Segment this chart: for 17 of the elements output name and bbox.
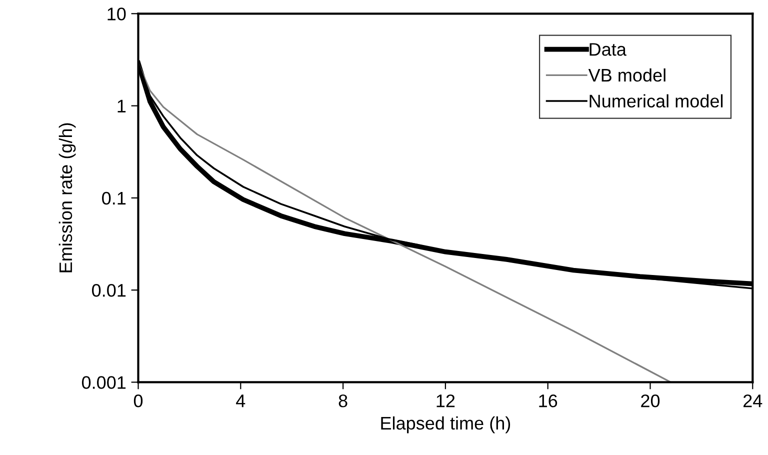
y-tick-label: 0.1 <box>102 192 126 205</box>
legend-label: Data <box>590 43 626 56</box>
x-tick-label: 8 <box>338 394 348 408</box>
x-tick-label: 4 <box>236 394 246 408</box>
x-tick-label: 12 <box>436 394 455 408</box>
x-tick-label: 24 <box>744 394 762 408</box>
y-axis-title: Emission rate (g/h) <box>58 123 76 272</box>
y-tick-label: 0.01 <box>92 284 126 297</box>
x-axis-title: Elapsed time (h) <box>381 416 510 434</box>
y-tick-label: 10 <box>108 8 126 20</box>
x-tick-label: 20 <box>641 394 660 408</box>
legend-label: Numerical model <box>590 94 723 108</box>
legend-label: VB model <box>588 68 666 82</box>
x-tick-label: 0 <box>134 394 143 408</box>
y-tick-label: 0.001 <box>82 376 126 389</box>
x-tick-label: 16 <box>539 394 558 408</box>
y-tick-label: 1 <box>118 100 126 112</box>
